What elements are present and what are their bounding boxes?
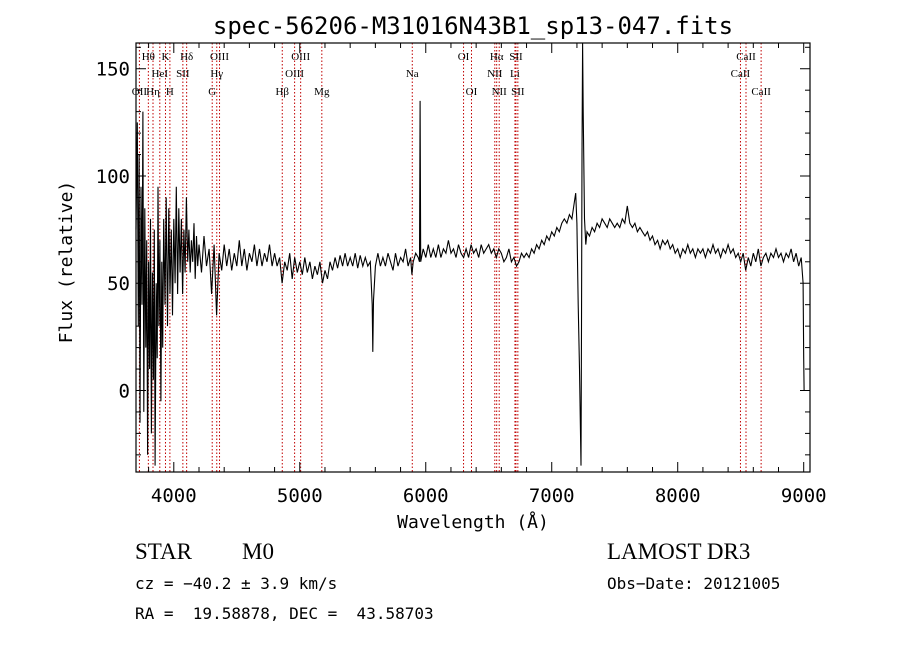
obs-date-label: Obs−Date: 20121005 [607, 574, 781, 593]
line-label: Hα [490, 51, 504, 63]
line-label: Hβ [275, 86, 289, 98]
line-label: G [208, 86, 216, 98]
spectrum-series-line [135, 42, 805, 466]
line-label: H [166, 86, 174, 98]
line-label: Li [510, 68, 520, 80]
line-label: NII [487, 68, 503, 80]
survey-label: LAMOST DR3 [607, 539, 751, 564]
line-label: Hη [146, 86, 160, 98]
line-label: NII [492, 86, 508, 98]
line-label: SII [509, 51, 523, 63]
line-label: HeI [152, 68, 169, 80]
y-tick-label: 150 [96, 59, 130, 81]
line-label: CaII [751, 86, 771, 98]
line-label: OI [458, 51, 470, 63]
y-axis-label: Flux (relative) [56, 181, 77, 344]
y-axis: 0 50 100 150 [96, 46, 810, 456]
line-label: CaII [736, 51, 756, 63]
line-label-group: OII Hθ Hη HeI K H Hδ SII G Hγ OIII Hβ OIII OIII Mg Na OI… [132, 51, 771, 98]
line-label: SII [176, 68, 190, 80]
x-axis: 4000 5000 6000 7000 8000 9000 [148, 43, 827, 507]
x-tick-label: 7000 [529, 485, 575, 507]
line-label: OII [132, 86, 148, 98]
x-axis-label: Wavelength (Å) [397, 511, 549, 533]
line-label: CaII [731, 68, 751, 80]
x-tick-label: 4000 [151, 485, 197, 507]
plot-frame [135, 42, 811, 473]
coordinates-label: RA = 19.58878, DEC = 43.58703 [135, 604, 434, 623]
redshift-label: cz = −40.2 ± 3.9 km/s [135, 574, 338, 593]
x-tick-label: 8000 [655, 485, 701, 507]
line-label: Hθ [142, 51, 155, 63]
x-tick-label: 9000 [781, 485, 827, 507]
y-tick-label: 0 [119, 380, 130, 402]
line-label: Hγ [210, 68, 223, 80]
x-tick-label: 5000 [277, 485, 323, 507]
line-label: OI [466, 86, 478, 98]
line-label: OIII [291, 51, 310, 63]
line-label: Mg [314, 86, 330, 98]
line-label: OIII [210, 51, 229, 63]
x-tick-label: 6000 [403, 485, 449, 507]
line-label: Na [406, 68, 419, 80]
line-marker-group [138, 43, 762, 472]
subclass-label: M0 [242, 539, 274, 564]
line-label: OIII [285, 68, 304, 80]
y-tick-label: 100 [96, 166, 130, 188]
line-label: K [162, 51, 170, 63]
line-label: Hδ [180, 51, 193, 63]
line-label: SII [511, 86, 525, 98]
chart-title: spec-56206-M31016N43B1_sp13-047.fits [213, 12, 733, 40]
star-type-label: STAR [135, 539, 192, 564]
y-tick-label: 50 [107, 273, 130, 295]
